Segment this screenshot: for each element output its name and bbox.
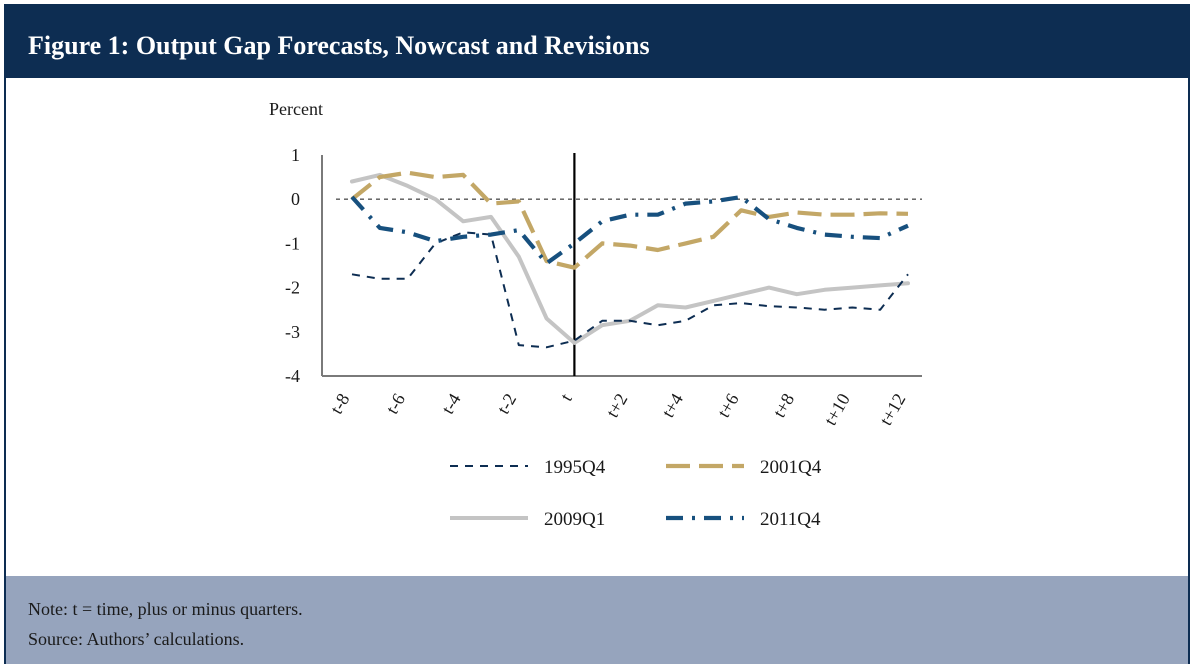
y-tick-label: -2 (285, 278, 300, 298)
series-line-1995Q4 (351, 231, 909, 349)
y-tick-label: -3 (285, 322, 300, 342)
series-line-2011Q4 (350, 194, 909, 266)
x-tick-label: t-8 (326, 390, 353, 417)
footer-note: Note: t = time, plus or minus quarters. (28, 599, 303, 619)
figure-title: Figure 1: Output Gap Forecasts, Nowcast … (6, 6, 1188, 78)
figure-footer: Note: t = time, plus or minus quarters. … (6, 576, 1188, 664)
x-tick-label: t+6 (713, 390, 742, 421)
y-tick-label: 1 (291, 145, 300, 165)
x-tick-label: t+4 (658, 390, 687, 421)
x-tick-label: t-2 (493, 390, 520, 417)
x-tick-label: t+2 (602, 390, 631, 421)
legend-label-2011Q4: 2011Q4 (760, 509, 821, 530)
x-tick-label: t+10 (820, 390, 854, 429)
legend-label-2001Q4: 2001Q4 (760, 457, 822, 478)
y-tick-label: -4 (285, 366, 300, 386)
y-tick-label: 0 (291, 189, 300, 209)
x-tick-label: t (556, 390, 576, 404)
x-tick-label: t-4 (437, 390, 464, 417)
figure-frame: Figure 1: Output Gap Forecasts, Nowcast … (4, 4, 1190, 664)
series-line-2009Q1 (350, 172, 910, 345)
footer-source: Source: Authors’ calculations. (28, 629, 245, 649)
y-axis-label: Percent (269, 99, 323, 119)
x-tick-label: t+8 (769, 390, 798, 421)
x-tick-label: t+12 (876, 390, 910, 429)
y-tick-label: -1 (285, 233, 300, 253)
legend-label-2009Q1: 2009Q1 (544, 509, 605, 530)
series-line-2001Q4 (350, 170, 909, 270)
legend-label-1995Q4: 1995Q4 (544, 457, 606, 478)
x-tick-label: t-6 (382, 390, 409, 417)
